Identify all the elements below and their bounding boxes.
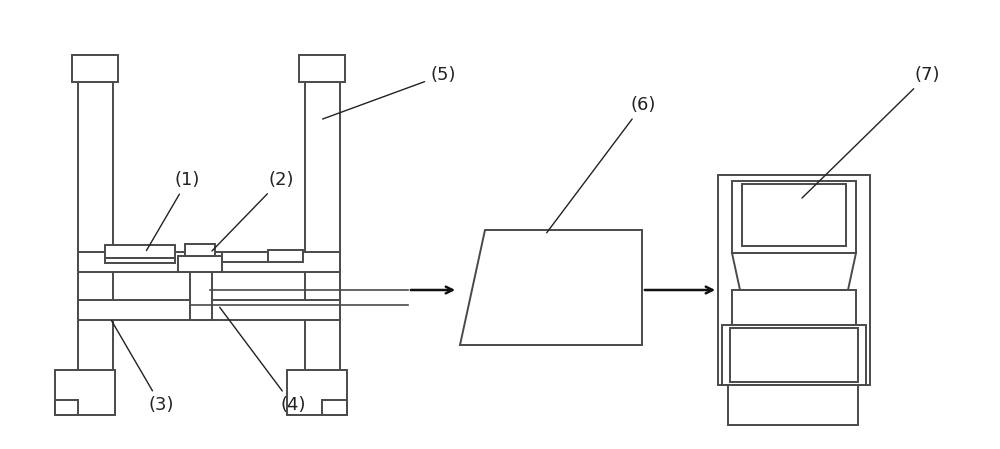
Bar (78, 55, 113, 380)
Bar (72, 55, 118, 82)
Bar (322, 400, 347, 415)
Text: (3): (3) (111, 321, 174, 414)
Text: (5): (5) (323, 66, 456, 119)
Bar (268, 250, 303, 262)
Bar (732, 290, 856, 325)
Bar (305, 55, 340, 380)
Polygon shape (732, 253, 856, 290)
Bar (78, 252, 340, 272)
Text: (7): (7) (802, 66, 940, 198)
Bar (287, 370, 347, 415)
Bar (55, 400, 78, 415)
Text: (1): (1) (146, 171, 200, 251)
Bar (105, 245, 175, 258)
Bar (730, 328, 858, 382)
Bar (55, 370, 115, 415)
Bar (78, 300, 340, 320)
Bar (299, 55, 345, 82)
Bar (728, 385, 858, 425)
Bar (190, 270, 212, 320)
Text: (4): (4) (220, 307, 306, 414)
Text: (6): (6) (547, 96, 655, 233)
Bar (178, 256, 222, 272)
Bar (722, 325, 866, 385)
Bar (732, 181, 856, 253)
Bar (742, 184, 846, 246)
Text: (2): (2) (212, 171, 294, 251)
Bar (222, 252, 268, 262)
Bar (718, 175, 870, 385)
Bar (105, 258, 175, 263)
Polygon shape (460, 230, 642, 345)
Bar (185, 244, 215, 256)
